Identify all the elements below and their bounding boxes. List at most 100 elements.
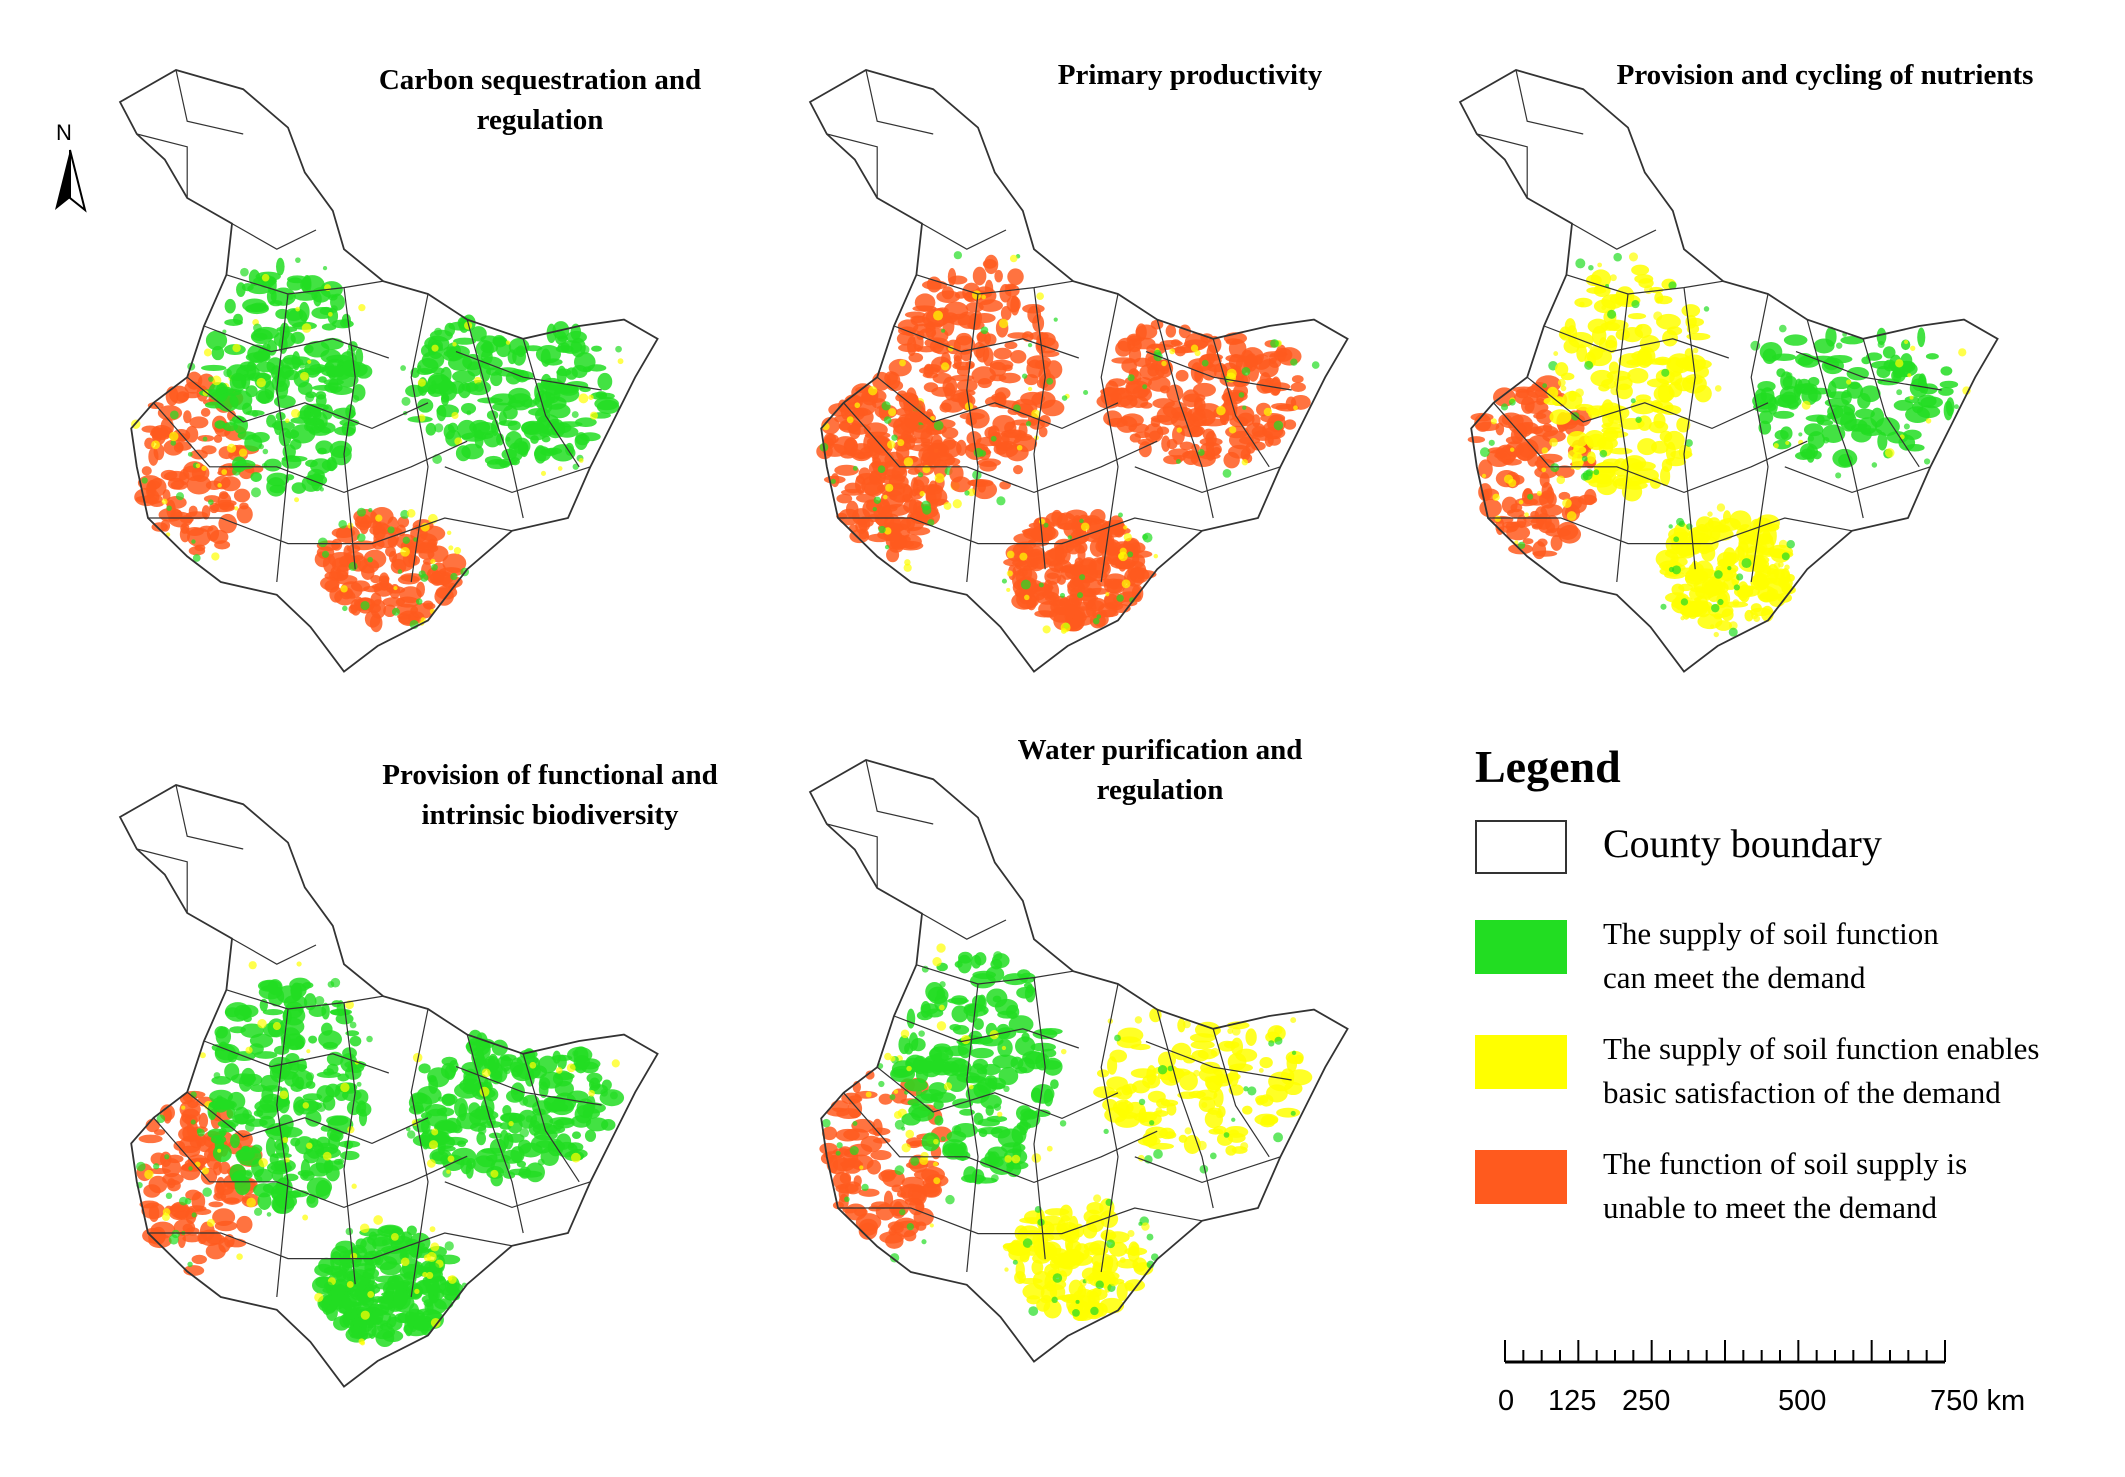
red-patch — [853, 1175, 862, 1187]
red-patch — [1038, 426, 1048, 438]
green-speck — [192, 554, 201, 562]
green-patch — [224, 1063, 240, 1081]
yellow-speck — [322, 1151, 332, 1161]
yellow-speck — [1644, 285, 1653, 295]
green-speck — [918, 1030, 925, 1037]
green-patch — [266, 340, 278, 356]
county-boundary-line — [410, 293, 429, 583]
green-speck — [1059, 1120, 1067, 1127]
yellow-speck — [1481, 473, 1487, 479]
red-patch — [1013, 465, 1023, 475]
green-speck — [1786, 372, 1793, 379]
yellow-patch — [1609, 447, 1633, 455]
green-patch — [468, 1102, 481, 1117]
yellow-speck — [454, 437, 463, 446]
green-patch — [205, 330, 228, 351]
green-speck — [202, 436, 208, 442]
green-speck — [1291, 1050, 1297, 1056]
red-patch — [236, 1215, 253, 1233]
red-patch — [188, 505, 198, 517]
red-patch — [914, 293, 936, 312]
green-speck — [314, 995, 325, 1006]
county-boundary-line — [1806, 319, 1864, 519]
green-patch — [441, 1093, 458, 1106]
county-boundary-line — [1543, 325, 1729, 359]
green-speck — [901, 1126, 906, 1131]
green-patch — [339, 418, 360, 427]
green-patch — [405, 384, 424, 398]
red-patch — [858, 467, 871, 481]
green-patch — [227, 1051, 238, 1063]
yellow-speck — [1754, 569, 1764, 580]
yellow-speck — [1124, 1282, 1134, 1292]
red-patch — [145, 481, 155, 499]
green-speck — [532, 397, 540, 405]
green-speck — [1542, 383, 1548, 389]
green-patch — [1857, 393, 1871, 409]
green-speck — [351, 394, 360, 403]
red-patch — [331, 538, 343, 551]
green-speck — [1274, 1036, 1283, 1045]
yellow-speck — [1190, 344, 1199, 352]
yellow-speck — [306, 1142, 313, 1149]
green-speck — [836, 1142, 843, 1149]
yellow-patch — [1043, 1299, 1062, 1319]
map-title: Provision and cycling of nutrients — [1616, 59, 2034, 91]
green-patch — [427, 1075, 437, 1083]
red-patch — [185, 425, 199, 443]
green-speck — [213, 1072, 221, 1079]
yellow-speck — [426, 1159, 436, 1168]
green-patch — [476, 1131, 487, 1146]
yellow-speck — [505, 340, 511, 345]
red-patch — [947, 313, 974, 326]
yellow-speck — [934, 473, 945, 484]
green-patch — [331, 319, 354, 329]
county-boundary-line — [276, 1008, 289, 1298]
green-patch — [1772, 353, 1797, 361]
green-patch — [230, 1133, 240, 1149]
red-patch — [340, 581, 363, 599]
red-patch — [870, 1150, 892, 1161]
yellow-speck — [258, 1157, 268, 1168]
red-patch — [210, 529, 229, 544]
yellow-speck — [1228, 426, 1237, 434]
county-boundary-line — [1134, 1156, 1281, 1184]
yellow-speck — [1925, 418, 1932, 424]
green-speck — [571, 411, 579, 419]
green-patch — [597, 372, 613, 391]
yellow-speck — [236, 1253, 243, 1260]
yellow-speck — [481, 1068, 491, 1078]
green-speck — [1835, 342, 1843, 349]
red-patch — [1022, 303, 1045, 314]
green-speck — [1727, 565, 1732, 571]
green-patch — [969, 1047, 994, 1059]
green-speck — [852, 465, 858, 471]
red-patch — [973, 341, 986, 359]
green-patch — [1939, 380, 1959, 389]
yellow-speck — [420, 522, 430, 532]
yellow-speck — [1210, 1047, 1220, 1057]
green-speck — [298, 1080, 304, 1085]
yellow-speck — [256, 377, 266, 388]
green-patch — [234, 1175, 251, 1196]
yellow-speck — [943, 1082, 953, 1091]
yellow-patch — [1686, 332, 1711, 341]
red-patch — [328, 569, 349, 582]
green-speck — [1685, 439, 1693, 447]
yellow-speck — [885, 483, 894, 492]
yellow-speck — [1009, 254, 1018, 263]
county-boundary-line — [893, 1015, 1079, 1049]
yellow-patch — [1287, 1069, 1313, 1086]
green-patch — [944, 1045, 969, 1057]
green-patch — [996, 1023, 1011, 1040]
yellow-patch — [1065, 1234, 1074, 1253]
red-patch — [965, 302, 984, 313]
map-title: Water purification and regulation — [1017, 734, 1303, 806]
yellow-patch — [1096, 1069, 1110, 1078]
red-patch — [331, 557, 353, 573]
yellow-patch — [1568, 390, 1577, 402]
yellow-patch — [1614, 376, 1633, 391]
yellow-speck — [1290, 1017, 1297, 1024]
yellow-patch — [1031, 1259, 1044, 1275]
green-patch — [238, 1004, 259, 1018]
